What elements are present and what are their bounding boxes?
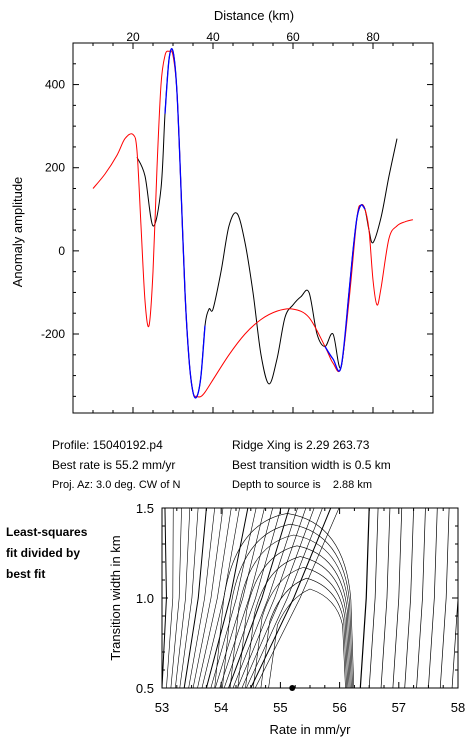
top-y-tick-label: -200 (41, 327, 65, 341)
top-x-tick-label: 80 (366, 30, 380, 44)
contour-line (214, 508, 265, 688)
note-line-2: fit divided by (6, 546, 81, 560)
contour-line (229, 534, 352, 688)
contour-line (439, 508, 450, 688)
contour-line (380, 508, 391, 688)
contour-line (210, 508, 257, 688)
contour-line (166, 508, 174, 688)
contour-line (232, 508, 298, 688)
contour-line (162, 508, 167, 688)
contour-line (179, 508, 199, 688)
bottom-x-tick-label: 54 (214, 700, 228, 715)
top-y-tick-label: 0 (58, 244, 65, 258)
model-profile-line (92, 50, 414, 398)
bottom-plot-frame (161, 507, 459, 689)
contour-line (197, 508, 232, 688)
bottom-y-tick-label: 0.5 (136, 681, 154, 696)
bottom-x-tick-label: 55 (273, 700, 287, 715)
contour-line (368, 508, 379, 688)
contour-line (451, 587, 458, 688)
contour-line (183, 508, 207, 688)
contour-line (237, 508, 307, 688)
top-x-tick-label: 60 (286, 30, 300, 44)
fit-window-line (324, 204, 366, 372)
profile-label: Profile: 15040192.p4 (52, 438, 163, 452)
contour-line (254, 508, 340, 688)
contour-line (222, 523, 353, 688)
top-y-tick-label: 400 (45, 78, 65, 92)
bottom-x-axis-label: Rate in mm/yr (270, 722, 352, 737)
contour-line (192, 508, 224, 688)
depth-label: Depth to source is 2.88 km (232, 479, 373, 491)
best-fit-point (289, 685, 296, 691)
bottom-y-tick-label: 1.5 (136, 501, 154, 516)
contour-line (170, 508, 182, 688)
contour-line (228, 508, 290, 688)
note-line-3: best fit (6, 567, 46, 581)
top-x-axis-label: Distance (km) (214, 8, 294, 23)
anomaly-profile-chart: Distance (km) Anomaly amplitude 20 40 60 80… (10, 8, 434, 414)
contour-line (252, 567, 349, 688)
contour-line (223, 508, 282, 688)
contour-line (205, 508, 249, 688)
contour-line (219, 508, 273, 688)
contour-lines (162, 508, 458, 688)
fit-window-line (164, 48, 206, 399)
contour-line (245, 556, 350, 688)
bottom-axis-ticks: 53 54 55 56 57 58 0.5 1.0 1.5 (136, 501, 465, 715)
bottom-y-tick-label: 1.0 (136, 591, 154, 606)
contour-line (175, 508, 191, 688)
best-width-label: Best transition width is 0.5 km (232, 458, 391, 472)
top-series-group (92, 48, 414, 399)
top-x-tick-label: 20 (126, 30, 140, 44)
ridge-xing-label: Ridge Xing is 2.29 263.73 (232, 438, 370, 452)
bottom-x-tick-label: 57 (392, 700, 406, 715)
bottom-x-tick-label: 53 (155, 700, 169, 715)
bottom-x-tick-label: 56 (332, 700, 346, 715)
contour-line (201, 508, 240, 688)
contour-line (359, 508, 370, 688)
contour-line (188, 508, 215, 688)
best-rate-label: Best rate is 55.2 mm/yr (52, 458, 176, 472)
contour-line (428, 508, 438, 688)
contour-line (241, 508, 315, 688)
top-x-tick-label: 40 (206, 30, 220, 44)
contour-line (237, 545, 351, 688)
contour-line (416, 508, 426, 688)
contour-line (268, 588, 346, 688)
proj-az-label: Proj. Az: 3.0 deg. CW of N (52, 479, 181, 491)
contour-line (404, 508, 414, 688)
observed-profile-line (136, 48, 398, 399)
top-y-tick-label: 200 (45, 161, 65, 175)
top-y-axis-label: Anomaly amplitude (10, 177, 25, 288)
bottom-y-axis-label: Transition width in km (108, 535, 123, 660)
note-line-1: Least-squares (6, 525, 88, 539)
contour-line (214, 513, 355, 688)
contour-line (250, 508, 332, 688)
top-plot-frame (72, 42, 434, 414)
contour-line (260, 577, 348, 688)
top-axis-ticks: 20 40 60 80 -200 0 200 400 (41, 30, 433, 413)
contour-line (392, 508, 403, 688)
contour-line (246, 508, 323, 688)
bottom-x-tick-label: 58 (451, 700, 465, 715)
